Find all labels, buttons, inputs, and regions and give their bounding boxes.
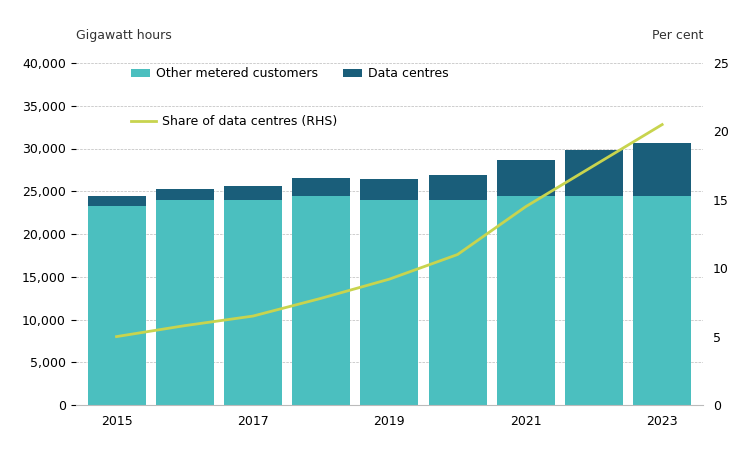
Bar <box>497 195 555 405</box>
Legend: Share of data centres (RHS): Share of data centres (RHS) <box>125 110 342 133</box>
Line: Share of data centres (RHS): Share of data centres (RHS) <box>116 125 662 337</box>
Share of data centres (RHS) <box>658 122 667 127</box>
Bar <box>565 150 623 195</box>
Bar <box>634 143 691 195</box>
Bar <box>634 195 691 405</box>
Bar <box>292 178 350 195</box>
Bar <box>88 206 145 405</box>
Text: Gigawatt hours: Gigawatt hours <box>76 30 172 42</box>
Share of data centres (RHS) <box>521 204 530 209</box>
Bar <box>156 189 214 200</box>
Text: Per cent: Per cent <box>652 30 703 42</box>
Bar <box>224 200 282 405</box>
Bar <box>156 200 214 405</box>
Bar <box>429 175 487 200</box>
Bar <box>361 200 418 405</box>
Bar <box>88 195 145 206</box>
Share of data centres (RHS) <box>180 323 189 328</box>
Bar <box>429 200 487 405</box>
Bar <box>565 195 623 405</box>
Share of data centres (RHS) <box>112 334 121 339</box>
Share of data centres (RHS) <box>317 296 326 301</box>
Share of data centres (RHS) <box>249 313 258 319</box>
Bar <box>361 179 418 200</box>
Bar <box>224 186 282 200</box>
Share of data centres (RHS) <box>385 276 394 282</box>
Share of data centres (RHS) <box>453 252 462 257</box>
Bar <box>292 195 350 405</box>
Bar <box>497 160 555 195</box>
Share of data centres (RHS) <box>590 163 599 168</box>
